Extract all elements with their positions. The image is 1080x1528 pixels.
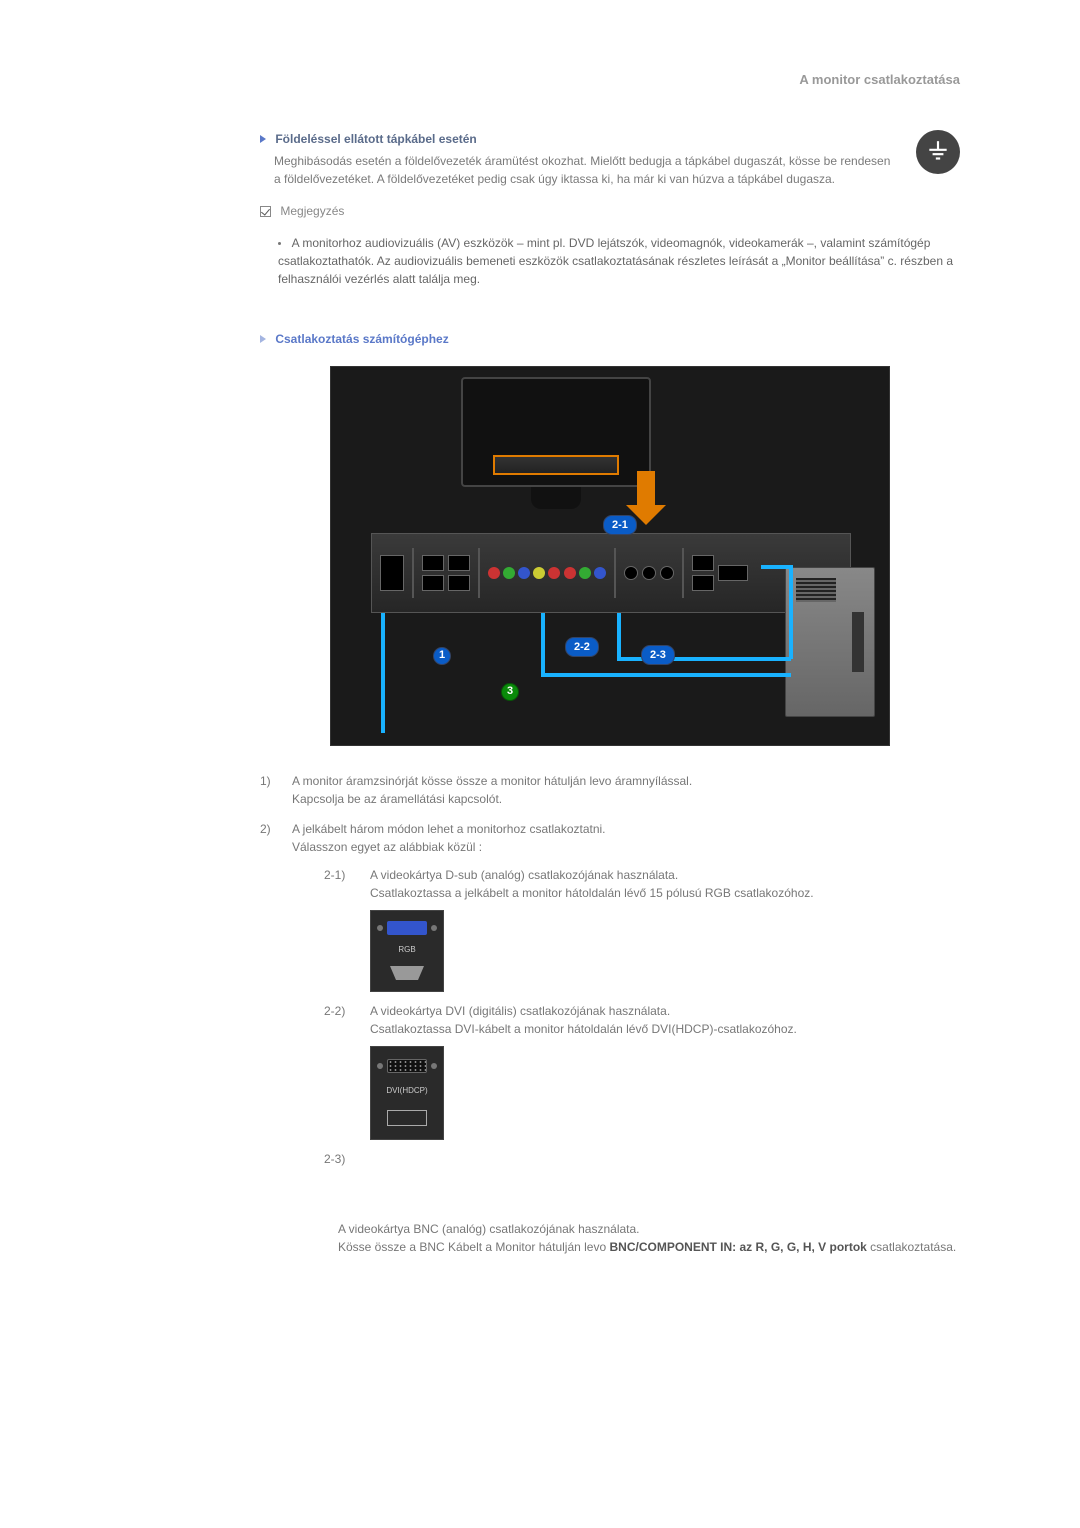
substep-2-2: 2-2) A videokártya DVI (digitális) csatl…: [324, 1002, 960, 1038]
diagram-cable: [789, 565, 793, 659]
section-title-text: Csatlakoztatás számítógéphez: [275, 332, 448, 346]
step-line: Kapcsolja be az áramellátási kapcsolót.: [292, 790, 960, 808]
step-line: A videokártya DVI (digitális) csatlakozó…: [370, 1002, 797, 1020]
note-text: A monitorhoz audiovizuális (AV) eszközök…: [278, 236, 953, 286]
substep-number: 2-1): [324, 866, 356, 902]
section-grounded-cable: Földeléssel ellátott tápkábel esetén Meg…: [260, 130, 960, 202]
diagram-cable: [761, 565, 791, 569]
diagram-monitor: [461, 377, 651, 517]
diagram-label-2-1: 2-1: [603, 515, 637, 536]
diagram-label-2-3: 2-3: [641, 645, 675, 666]
text-span: Kösse össze a BNC Kábelt a Monitor hátul…: [338, 1240, 609, 1254]
substep-number: 2-3): [324, 1150, 356, 1168]
ground-icon: [916, 130, 960, 174]
step-number: 1): [260, 772, 278, 808]
diagram-cable: [541, 673, 791, 677]
arrow-down-icon: [626, 471, 666, 521]
substep-2-1: 2-1) A videokártya D-sub (analóg) csatla…: [324, 866, 960, 902]
checkbox-icon: [260, 206, 271, 217]
connector-image-dvi: DVI(HDCP): [370, 1046, 444, 1140]
step-line: Kösse össze a BNC Kábelt a Monitor hátul…: [338, 1238, 960, 1256]
step-line: A videokártya BNC (analóg) csatlakozóján…: [338, 1220, 960, 1238]
text-span: csatlakoztatása.: [867, 1240, 956, 1254]
page-title: A monitor csatlakoztatása: [260, 70, 960, 90]
section-heading: Földeléssel ellátott tápkábel esetén: [260, 130, 896, 148]
substep-2-3: 2-3): [324, 1150, 960, 1168]
step-line: Csatlakoztassa a jelkábelt a monitor hát…: [370, 884, 814, 902]
triangle-icon: [260, 335, 266, 343]
diagram-cable: [617, 613, 621, 657]
step-text: A monitor áramzsinórját kösse össze a mo…: [292, 772, 960, 808]
note-label: Megjegyzés: [280, 204, 344, 218]
note-block: Megjegyzés A monitorhoz audiovizuális (A…: [260, 202, 960, 288]
bullet-icon: [278, 242, 281, 245]
numbered-steps: 1) A monitor áramzsinórját kösse össze a…: [260, 772, 960, 1174]
connector-label: RGB: [398, 944, 415, 956]
section-grounded-text: Földeléssel ellátott tápkábel esetén Meg…: [260, 130, 896, 202]
step-2: 2) A jelkábelt három módon lehet a monit…: [260, 820, 960, 1174]
triangle-icon: [260, 135, 266, 143]
step-text: A jelkábelt három módon lehet a monitorh…: [292, 820, 960, 1174]
document-page: A monitor csatlakoztatása Földeléssel el…: [0, 0, 1080, 1336]
step-line: A videokártya D-sub (analóg) csatlakozój…: [370, 866, 814, 884]
note-bullet-row: A monitorhoz audiovizuális (AV) eszközök…: [278, 234, 960, 288]
diagram-label-2-2: 2-2: [565, 637, 599, 658]
text-bold: BNC/COMPONENT IN: az R, G, G, H, V porto…: [609, 1240, 866, 1254]
substep-text: A videokártya D-sub (analóg) csatlakozój…: [370, 866, 814, 902]
bnc-description: A videokártya BNC (analóg) csatlakozóján…: [338, 1220, 960, 1256]
diagram-cable: [381, 613, 385, 733]
diagram-badge-1: 1: [433, 647, 451, 665]
substep-text: A videokártya DVI (digitális) csatlakozó…: [370, 1002, 797, 1038]
step-1: 1) A monitor áramzsinórját kösse össze a…: [260, 772, 960, 808]
step-line: A jelkábelt három módon lehet a monitorh…: [292, 820, 960, 838]
step-line: Válasszon egyet az alábbiak közül :: [292, 838, 960, 856]
step-line: Csatlakoztassa DVI-kábelt a monitor háto…: [370, 1020, 797, 1038]
diagram-badge-3: 3: [501, 683, 519, 701]
diagram-cable: [541, 613, 545, 673]
substep-number: 2-2): [324, 1002, 356, 1038]
connection-diagram: 2-1 2-2 2-3 1 3: [260, 366, 960, 746]
connector-label: DVI(HDCP): [386, 1085, 427, 1097]
diagram-rear-panel: [371, 533, 851, 613]
heading-text: Földeléssel ellátott tápkábel esetén: [275, 132, 476, 146]
diagram-pc: [785, 567, 875, 717]
connector-image-rgb: RGB: [370, 910, 444, 992]
diagram-canvas: 2-1 2-2 2-3 1 3: [330, 366, 890, 746]
section-connect-title: Csatlakoztatás számítógéphez: [260, 330, 960, 348]
step-line: A monitor áramzsinórját kösse össze a mo…: [292, 772, 960, 790]
step-number: 2): [260, 820, 278, 1174]
grounded-paragraph: Meghibásodás esetén a földelővezeték ára…: [274, 152, 896, 188]
